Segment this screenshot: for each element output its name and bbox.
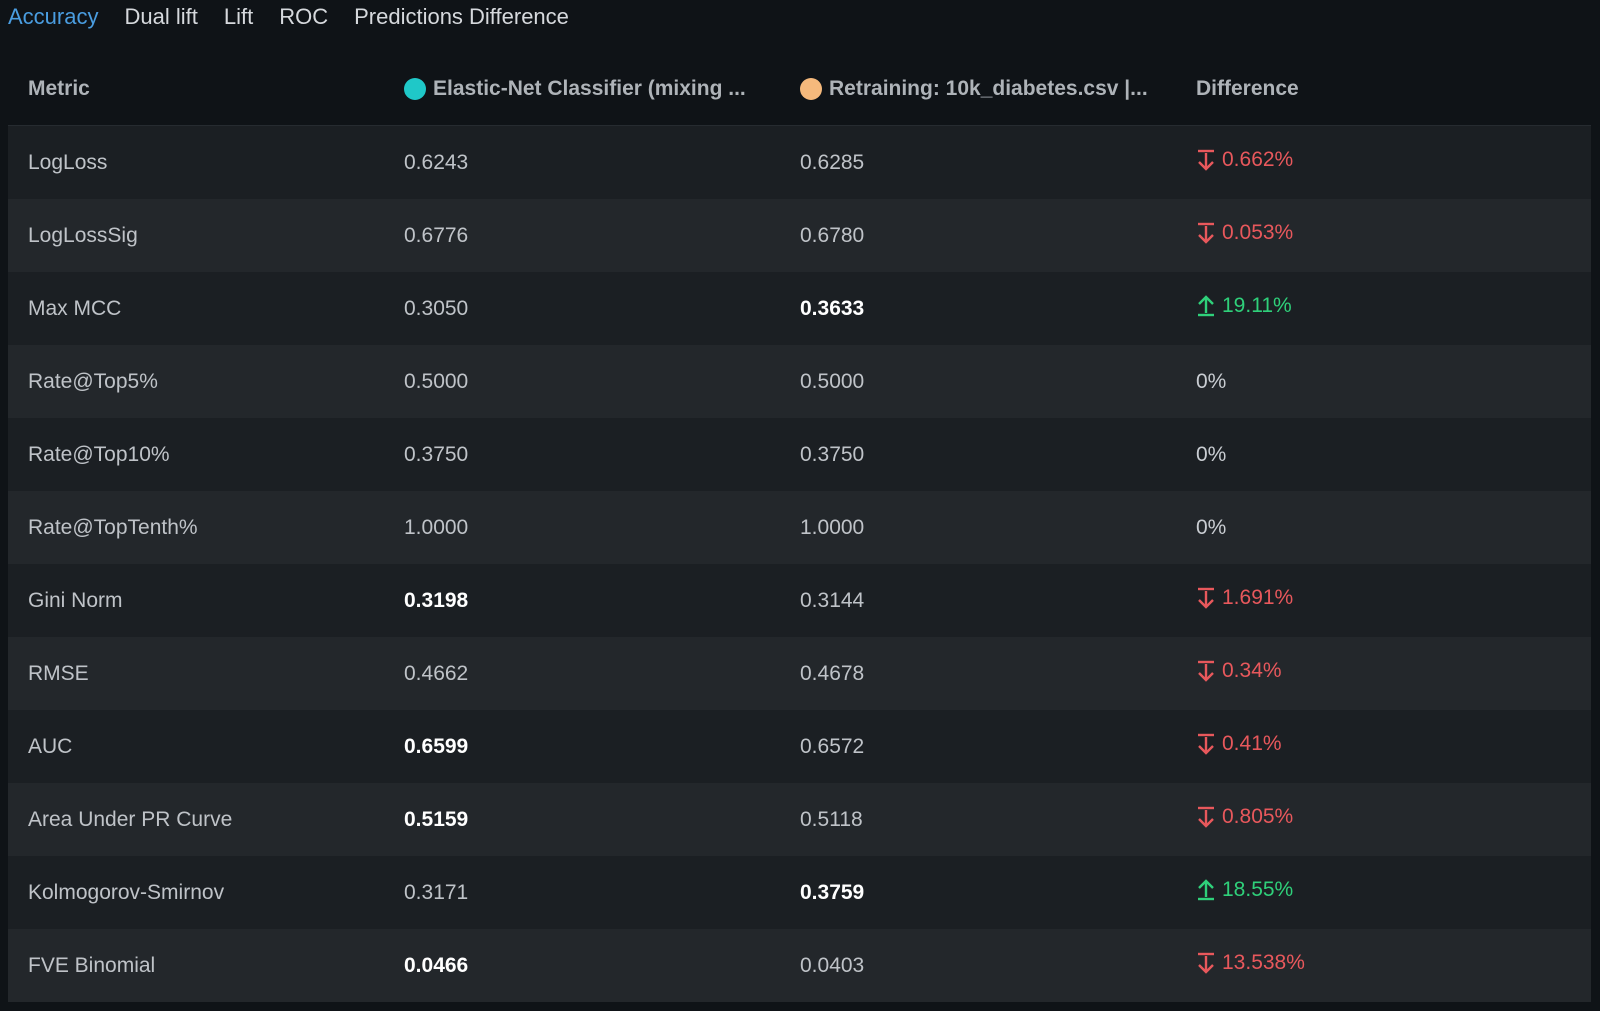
- header-metric[interactable]: Metric: [28, 76, 90, 100]
- model-a-value: 0.3050: [404, 296, 469, 320]
- difference-value: 1.691%: [1196, 586, 1293, 610]
- tab-roc[interactable]: ROC: [279, 4, 329, 29]
- difference-text: 1.691%: [1222, 586, 1294, 609]
- model-b-value: 0.6572: [800, 734, 865, 758]
- model-b-color-dot: [800, 77, 822, 100]
- model-a-value: 0.6599: [404, 734, 469, 758]
- table-row: Rate@Top5% 0.5000 0.5000 0%: [8, 345, 1591, 418]
- arrow-down-icon: [1198, 733, 1214, 755]
- table-row: RMSE 0.4662 0.4678 0.34%: [8, 637, 1591, 710]
- arrow-down-icon: [1198, 806, 1214, 828]
- model-b-value: 0.3633: [800, 296, 865, 320]
- difference-text: 0%: [1196, 442, 1227, 466]
- tab-dual-lift[interactable]: Dual lift: [124, 4, 198, 29]
- metric-name: Gini Norm: [28, 588, 123, 612]
- model-a-value: 0.0466: [404, 953, 469, 977]
- difference-value: 0%: [1196, 370, 1226, 394]
- difference-value: 19.11%: [1196, 294, 1292, 318]
- header-model-a-label: Elastic-Net Classifier (mixing ...: [433, 76, 746, 100]
- metric-name: Rate@TopTenth%: [28, 515, 198, 539]
- difference-text: 0.34%: [1222, 659, 1282, 682]
- table-row: Rate@Top10% 0.3750 0.3750 0%: [8, 418, 1591, 491]
- metric-name: Rate@Top5%: [28, 369, 158, 393]
- difference-text: 0%: [1196, 515, 1227, 539]
- arrow-down-icon: [1198, 952, 1214, 974]
- model-a-value: 0.3198: [404, 588, 469, 612]
- metric-name: Rate@Top10%: [28, 442, 170, 466]
- table-row: LogLossSig 0.6776 0.6780 0.053%: [8, 199, 1591, 272]
- difference-value: 13.538%: [1196, 951, 1305, 975]
- header-model-b-label: Retraining: 10k_diabetes.csv |...: [829, 76, 1148, 100]
- model-a-value: 0.6243: [404, 150, 469, 174]
- difference-text: 0%: [1196, 369, 1227, 393]
- arrow-down-icon: [1198, 587, 1214, 609]
- model-b-value: 1.0000: [800, 515, 865, 539]
- model-b-value: 0.4678: [800, 661, 865, 685]
- metrics-comparison-table: Metric Elastic-Net Classifier (mixing ..…: [8, 52, 1591, 1002]
- model-a-value: 0.3171: [404, 880, 469, 904]
- metric-name: RMSE: [28, 661, 89, 685]
- difference-text: 18.55%: [1222, 878, 1294, 901]
- model-b-value: 0.6285: [800, 150, 865, 174]
- difference-text: 0.805%: [1222, 805, 1294, 828]
- table-row: FVE Binomial 0.0466 0.0403 13.538%: [8, 929, 1591, 1002]
- model-b-value: 0.5000: [800, 369, 865, 393]
- header-model-b[interactable]: Retraining: 10k_diabetes.csv |...: [800, 77, 1196, 101]
- model-b-value: 0.5118: [800, 807, 863, 831]
- difference-value: 18.55%: [1196, 878, 1293, 902]
- arrow-down-icon: [1198, 149, 1214, 171]
- table-row: Gini Norm 0.3198 0.3144 1.691%: [8, 564, 1591, 637]
- model-a-value: 0.3750: [404, 442, 469, 466]
- model-b-value: 0.3750: [800, 442, 865, 466]
- difference-text: 0.41%: [1222, 732, 1282, 755]
- metric-name: LogLossSig: [28, 223, 138, 247]
- difference-text: 13.538%: [1222, 951, 1305, 974]
- table-row: Rate@TopTenth% 1.0000 1.0000 0%: [8, 491, 1591, 564]
- model-b-value: 0.6780: [800, 223, 865, 247]
- metric-name: Area Under PR Curve: [28, 807, 233, 831]
- arrow-down-icon: [1198, 222, 1214, 244]
- difference-value: 0%: [1196, 516, 1226, 540]
- difference-value: 0.805%: [1196, 805, 1293, 829]
- arrow-up-icon: [1198, 879, 1214, 901]
- model-a-value: 0.4662: [404, 661, 469, 685]
- tab-predictions-difference[interactable]: Predictions Difference: [354, 4, 569, 29]
- header-model-a[interactable]: Elastic-Net Classifier (mixing ...: [404, 77, 800, 101]
- difference-value: 0.34%: [1196, 659, 1282, 683]
- tab-bar: Accuracy Dual lift Lift ROC Predictions …: [8, 0, 595, 34]
- model-a-color-dot: [404, 77, 426, 100]
- model-a-value: 0.6776: [404, 223, 469, 247]
- table-row: Area Under PR Curve 0.5159 0.5118 0.805%: [8, 783, 1591, 856]
- metric-name: LogLoss: [28, 150, 108, 174]
- tab-lift[interactable]: Lift: [223, 4, 254, 29]
- model-a-value: 0.5000: [404, 369, 469, 393]
- table-header: Metric Elastic-Net Classifier (mixing ..…: [8, 52, 1591, 126]
- model-a-value: 1.0000: [404, 515, 469, 539]
- metric-name: Max MCC: [28, 296, 122, 320]
- difference-text: 19.11%: [1222, 294, 1292, 317]
- model-b-value: 0.3144: [800, 588, 865, 612]
- difference-text: 0.053%: [1222, 221, 1294, 244]
- table-row: Max MCC 0.3050 0.3633 19.11%: [8, 272, 1591, 345]
- model-b-value: 0.3759: [800, 880, 865, 904]
- difference-value: 0.41%: [1196, 732, 1282, 756]
- tab-accuracy[interactable]: Accuracy: [8, 4, 99, 29]
- difference-value: 0%: [1196, 443, 1226, 467]
- table-body: LogLoss 0.6243 0.6285 0.662% LogLossSig 0.677…: [8, 126, 1591, 1002]
- difference-value: 0.662%: [1196, 148, 1293, 172]
- difference-text: 0.662%: [1222, 148, 1294, 171]
- difference-value: 0.053%: [1196, 221, 1293, 245]
- model-a-value: 0.5159: [404, 807, 469, 831]
- table-row: AUC 0.6599 0.6572 0.41%: [8, 710, 1591, 783]
- table-row: Kolmogorov-Smirnov 0.3171 0.3759 18.55%: [8, 856, 1591, 929]
- arrow-down-icon: [1198, 660, 1214, 682]
- metric-name: Kolmogorov-Smirnov: [28, 880, 225, 904]
- header-difference[interactable]: Difference: [1196, 76, 1299, 100]
- metric-name: AUC: [28, 734, 73, 758]
- metric-name: FVE Binomial: [28, 953, 156, 977]
- table-row: LogLoss 0.6243 0.6285 0.662%: [8, 126, 1591, 199]
- model-b-value: 0.0403: [800, 953, 865, 977]
- arrow-up-icon: [1198, 295, 1214, 317]
